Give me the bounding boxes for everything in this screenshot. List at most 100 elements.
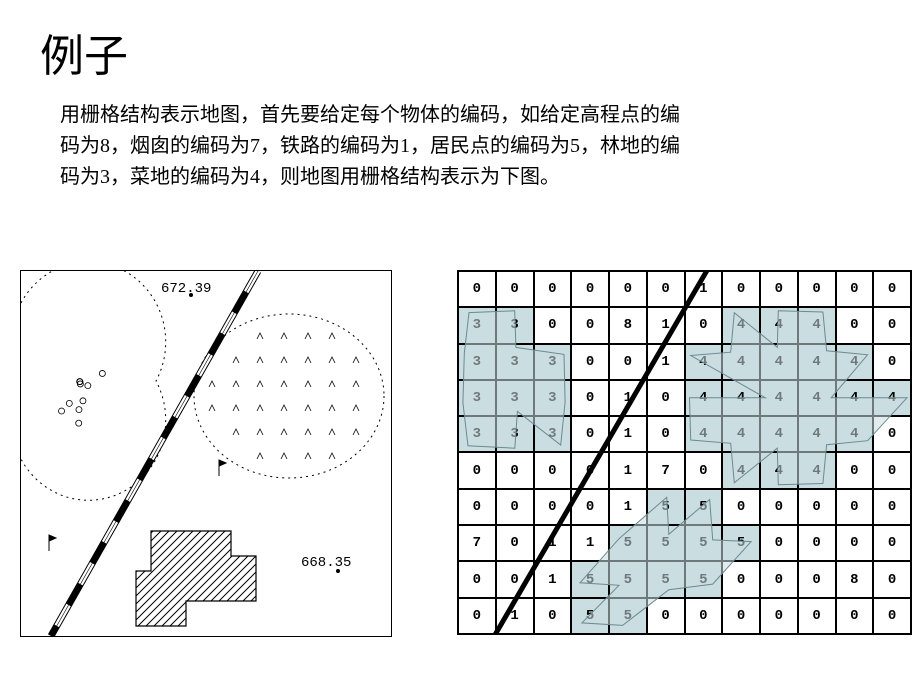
grid-cell: 0: [534, 307, 572, 343]
grid-cell: 0: [760, 489, 798, 525]
grid-cell: 0: [798, 489, 836, 525]
grid-cell: 4: [798, 416, 836, 452]
grid-cell: 4: [722, 307, 760, 343]
grid-cell: 0: [647, 380, 685, 416]
grid-cell: 0: [534, 598, 572, 634]
grid-cell: 3: [458, 344, 496, 380]
grid-cell: 0: [760, 561, 798, 597]
grid-cell: 8: [836, 561, 874, 597]
grid-cell: 3: [534, 416, 572, 452]
grid-cell: 5: [571, 561, 609, 597]
grid-cell: 4: [760, 416, 798, 452]
grid-cell: 4: [685, 344, 723, 380]
grid-cell: 0: [722, 489, 760, 525]
grid-cell: 5: [685, 561, 723, 597]
grid-cell: 4: [722, 452, 760, 488]
grid-cell: 0: [685, 598, 723, 634]
source-map: 672.39 668.35: [20, 270, 392, 637]
grid-cell: 3: [496, 380, 534, 416]
grid-cell: 5: [647, 525, 685, 561]
grid-cell: 0: [836, 271, 874, 307]
grid-cell: 3: [496, 344, 534, 380]
grid-cell: 0: [798, 561, 836, 597]
grid-cell: 0: [760, 271, 798, 307]
grid-cell: 8: [609, 307, 647, 343]
grid-cell: 0: [609, 271, 647, 307]
elevation-point-2: [336, 569, 340, 573]
grid-cell: 4: [760, 380, 798, 416]
grid-cell: 4: [722, 416, 760, 452]
grid-cell: 0: [534, 271, 572, 307]
grid-cell: 1: [647, 307, 685, 343]
grid-cell: 0: [496, 525, 534, 561]
grid-cell: 5: [571, 598, 609, 634]
grid-cell: 0: [836, 489, 874, 525]
grid-cell: 4: [836, 380, 874, 416]
grid-cell: 3: [458, 307, 496, 343]
raster-grid: 0000001000003300810444003330014444403330…: [457, 270, 912, 635]
grid-cell: 0: [873, 561, 911, 597]
grid-cell: 0: [873, 489, 911, 525]
grid-cell: 1: [685, 271, 723, 307]
grid-cell: 0: [685, 452, 723, 488]
grid-cell: 0: [798, 598, 836, 634]
elevation-label-1: 672.39: [161, 281, 211, 297]
elevation-point-1: [189, 293, 193, 297]
grid-cell: 0: [873, 307, 911, 343]
grid-cell: 0: [458, 598, 496, 634]
grid-cell: 0: [836, 525, 874, 561]
grid-cell: 0: [496, 452, 534, 488]
grid-cell: 1: [571, 525, 609, 561]
grid-cell: 4: [722, 380, 760, 416]
grid-cell: 5: [609, 561, 647, 597]
slide-title: 例子: [40, 20, 128, 84]
grid-cell: 4: [798, 380, 836, 416]
grid-cell: 4: [760, 452, 798, 488]
grid-cell: 0: [609, 344, 647, 380]
grid-cell: 0: [571, 489, 609, 525]
grid-cell: 0: [722, 561, 760, 597]
grid-cell: 0: [873, 271, 911, 307]
grid-cell: 3: [496, 307, 534, 343]
grid-cell: 4: [760, 307, 798, 343]
grid-cell: 4: [685, 416, 723, 452]
grid-cell: 0: [571, 271, 609, 307]
grid-cell: 5: [609, 525, 647, 561]
grid-cell: 0: [760, 525, 798, 561]
grid-cell: 1: [534, 525, 572, 561]
grid-cell: 4: [798, 307, 836, 343]
grid-cell: 0: [571, 416, 609, 452]
grid-cell: 0: [458, 489, 496, 525]
grid-cell: 3: [458, 416, 496, 452]
grid-cell: 3: [458, 380, 496, 416]
grid-cell: 0: [458, 452, 496, 488]
grid-cell: 0: [571, 452, 609, 488]
grid-cell: 0: [836, 452, 874, 488]
grid-cell: 4: [798, 344, 836, 380]
grid-cell: 0: [534, 489, 572, 525]
grid-cell: 0: [496, 271, 534, 307]
grid-cell: 3: [534, 344, 572, 380]
grid-cell: 4: [873, 380, 911, 416]
grid-cell: 0: [760, 598, 798, 634]
grid-cell: 0: [571, 307, 609, 343]
grid-cell: 4: [836, 344, 874, 380]
grid-cell: 3: [534, 380, 572, 416]
grid-cell: 0: [722, 598, 760, 634]
grid-cell: 3: [496, 416, 534, 452]
grid-cell: 5: [647, 489, 685, 525]
grid-cell: 0: [873, 598, 911, 634]
grid-cell: 0: [458, 561, 496, 597]
grid-cell: 1: [496, 598, 534, 634]
grid-cell: 0: [571, 344, 609, 380]
grid-cell: 0: [496, 561, 534, 597]
grid-cell: 4: [798, 452, 836, 488]
map-svg: [21, 271, 391, 636]
grid-cell: 5: [609, 598, 647, 634]
grid-cell: 0: [571, 380, 609, 416]
grid-cell: 0: [873, 416, 911, 452]
grid-cell: 7: [647, 452, 685, 488]
grid-cell: 5: [647, 561, 685, 597]
elevation-label-2: 668.35: [301, 555, 351, 571]
grid-cell: 0: [496, 489, 534, 525]
